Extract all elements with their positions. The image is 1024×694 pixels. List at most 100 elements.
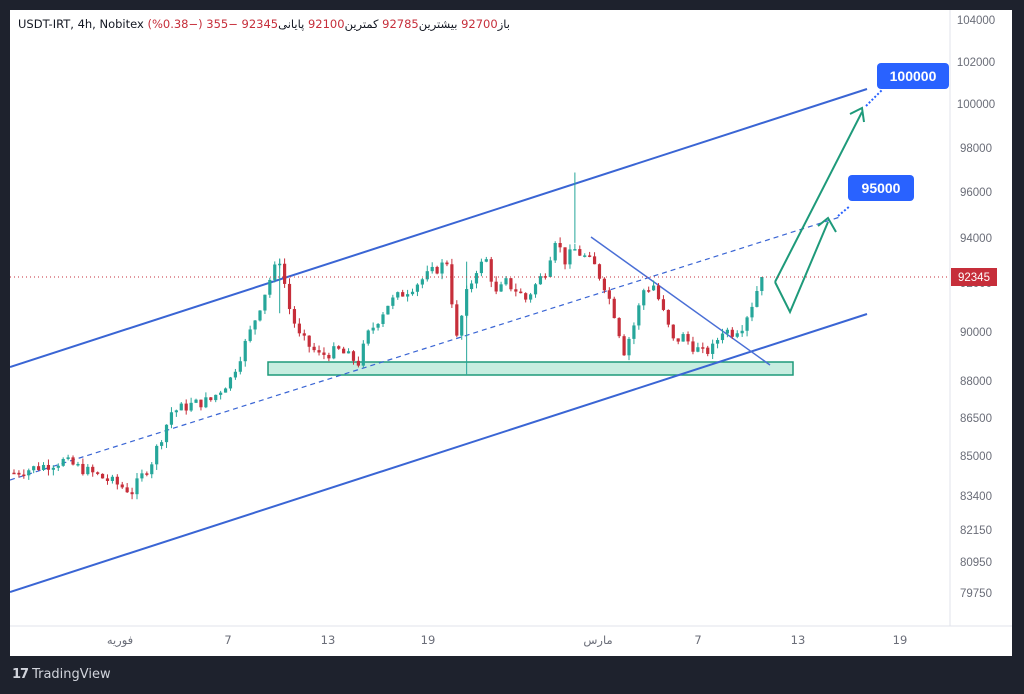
candle (701, 342, 705, 354)
candle (174, 409, 178, 417)
price-tick-label: 102000 (957, 57, 995, 69)
candle (91, 464, 95, 477)
open-value: 92700 (461, 17, 498, 31)
candle (474, 270, 479, 289)
candle (238, 356, 242, 375)
candle (337, 345, 341, 350)
footer-bar (0, 656, 1024, 694)
price-tick-label: 100000 (957, 99, 995, 111)
price-tick-label: 90000 (960, 327, 992, 339)
symbol-info[interactable]: USDT-IRT, 4h, Nobitex (18, 17, 144, 31)
candle (307, 335, 311, 353)
candle (622, 334, 626, 356)
candle (647, 286, 651, 293)
chart-frame[interactable]: 95000 100000 104000 102000 100000 98000 9600… (10, 10, 1012, 656)
candle (81, 458, 85, 476)
candle (514, 283, 518, 297)
candle (558, 237, 562, 253)
candle (366, 329, 370, 346)
candle (529, 292, 533, 303)
support-zone-layer (267, 361, 794, 376)
candle (425, 265, 429, 282)
candle (509, 277, 513, 292)
candle (755, 286, 759, 308)
candle (469, 280, 474, 293)
candle (691, 336, 695, 355)
tradingview-mark-icon: 17 (12, 667, 29, 682)
time-tick-label: 13 (791, 633, 806, 647)
candle (686, 331, 690, 345)
tradingview-logo[interactable]: 17 TradingView (12, 667, 111, 682)
candle (573, 243, 577, 251)
descending-trendline (590, 236, 771, 366)
candle (150, 462, 154, 479)
candle (671, 324, 675, 341)
candle (725, 327, 729, 338)
candle (56, 463, 60, 472)
candle (37, 462, 41, 471)
candle (125, 483, 129, 494)
candle (420, 277, 424, 289)
candle (538, 273, 543, 285)
candle (484, 256, 488, 263)
candle (96, 471, 100, 476)
low-value: 92100 (307, 17, 345, 31)
candle (578, 245, 582, 257)
candle (199, 399, 203, 411)
candle (406, 289, 410, 302)
candle (563, 247, 567, 270)
candle (292, 306, 297, 328)
brand-name: TradingView (32, 667, 111, 682)
candle (71, 455, 75, 466)
candle (219, 390, 223, 400)
candle (568, 244, 572, 269)
candle (642, 288, 646, 310)
time-tick-label: 7 (224, 633, 231, 647)
candle (711, 339, 715, 360)
price-tick-label: 80950 (960, 557, 992, 569)
high-label: بیشترین (418, 17, 458, 31)
candle (740, 325, 744, 337)
candle (524, 292, 528, 303)
target-100000-text: 100000 (890, 68, 937, 84)
target-95000-label[interactable]: 95000 (837, 175, 914, 217)
candle (351, 350, 356, 365)
price-tick-label: 104000 (957, 15, 995, 27)
candle (696, 342, 700, 353)
candle (656, 283, 661, 301)
candle (302, 329, 306, 341)
candle (588, 251, 592, 258)
candle (430, 262, 434, 274)
candle (445, 260, 449, 267)
candle (322, 347, 326, 360)
projection-arrowhead-95000 (817, 216, 837, 233)
candle (760, 276, 764, 296)
candle (371, 322, 375, 334)
candle (346, 348, 351, 354)
candle (361, 340, 365, 368)
candle (681, 332, 685, 342)
candle (32, 465, 36, 474)
candle (22, 469, 26, 479)
candle (86, 464, 90, 476)
chart-canvas[interactable]: 95000 100000 104000 102000 100000 98000 9600… (10, 10, 1012, 656)
candle (602, 277, 606, 294)
candle (735, 330, 739, 339)
candle (720, 328, 725, 344)
candle (391, 294, 395, 310)
candle (46, 459, 51, 476)
candle (287, 278, 292, 315)
current-price-text: 92345 (958, 272, 990, 284)
time-axis[interactable]: فوریه 7 13 19 مارس 7 13 19 (107, 633, 908, 648)
candle (583, 253, 587, 258)
price-axis[interactable]: 1040001020001000009800096000940009200090… (957, 15, 995, 600)
candle (489, 256, 493, 288)
price-tick-label: 79750 (960, 588, 992, 600)
candle (607, 287, 611, 305)
candle (597, 263, 602, 281)
candle (179, 402, 183, 411)
candle (381, 312, 385, 327)
target-100000-label[interactable]: 100000 (865, 63, 949, 107)
candle (76, 461, 80, 467)
candle (189, 397, 193, 412)
